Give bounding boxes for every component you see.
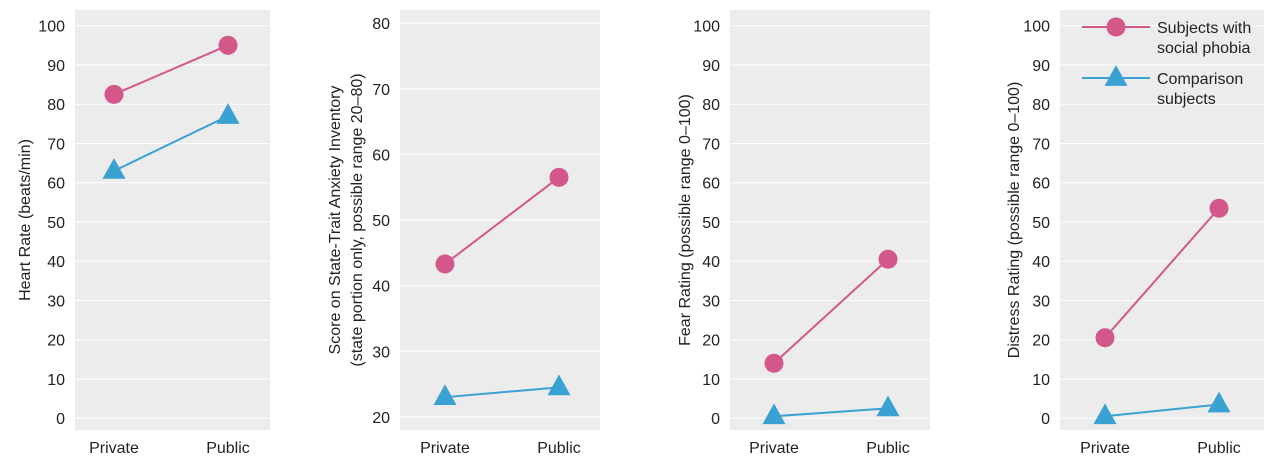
y-tick-label: 60 xyxy=(47,176,65,193)
y-tick-label: 80 xyxy=(47,97,65,114)
y-tick-label: 80 xyxy=(372,16,390,33)
data-point-circle xyxy=(435,254,455,274)
data-point-triangle xyxy=(547,374,571,396)
y-tick-label: 100 xyxy=(38,19,65,36)
data-point-circle xyxy=(878,249,898,269)
y-tick-label: 20 xyxy=(1032,333,1050,350)
y-tick-label: 70 xyxy=(1032,136,1050,153)
y-tick-label: 40 xyxy=(1032,254,1050,271)
legend-marker-triangle xyxy=(1104,65,1128,86)
data-point-circle xyxy=(764,353,784,373)
chart-panel-1: 0 10 20 30 40 50 60 70 80 90 100 Private Public Heart… xyxy=(17,10,270,457)
y-axis-label: (state portion only, possible range 20–8… xyxy=(349,73,366,366)
y-tick-label: 90 xyxy=(702,58,720,75)
legend-label: social phobia xyxy=(1157,40,1251,57)
data-point-triangle xyxy=(102,158,126,179)
x-tick-label: Public xyxy=(206,440,250,457)
legend-marker-circle xyxy=(1106,17,1126,37)
series-line-comparison xyxy=(1104,403,1220,418)
y-axis-label: Heart Rate (beats/min) xyxy=(17,139,34,301)
x-tick-label: Private xyxy=(1080,440,1130,457)
y-tick-label: 70 xyxy=(702,136,720,153)
series-line-comparison xyxy=(444,386,560,399)
data-point-triangle xyxy=(433,384,457,406)
y-tick-label: 50 xyxy=(702,215,720,232)
y-tick-label: 50 xyxy=(1032,215,1050,232)
y-tick-label: 70 xyxy=(372,82,390,99)
data-point-circle xyxy=(104,84,124,104)
y-tick-label: 90 xyxy=(47,58,65,75)
series-line-social_phobia xyxy=(113,44,229,96)
y-tick-label: 0 xyxy=(56,411,65,428)
y-tick-label: 90 xyxy=(1032,58,1050,75)
chart-panel-4: 0 10 20 30 40 50 60 70 80 90 100 Private Public Distr… xyxy=(1006,10,1264,457)
y-tick-label: 40 xyxy=(702,254,720,271)
x-tick-label: Public xyxy=(537,440,581,457)
data-point-circle xyxy=(1095,328,1115,348)
data-point-triangle xyxy=(1207,391,1231,413)
chart-panel-3: 0 10 20 30 40 50 60 70 80 90 100 Private Public Fear … xyxy=(677,10,930,457)
y-tick-label: 10 xyxy=(47,372,65,389)
data-point-circle xyxy=(1209,198,1229,218)
chart-panel-2: 20 30 40 50 60 70 80 Private Public Score on Stat… xyxy=(327,10,600,457)
data-point-triangle xyxy=(762,403,786,425)
data-point-circle xyxy=(549,167,569,187)
plot-area xyxy=(730,10,930,430)
data-point-triangle xyxy=(1093,403,1117,425)
y-tick-label: 20 xyxy=(372,410,390,427)
series-line-social_phobia xyxy=(1104,207,1220,339)
y-tick-label: 50 xyxy=(372,213,390,230)
legend-label: subjects xyxy=(1157,91,1216,108)
y-tick-label: 30 xyxy=(372,344,390,361)
y-tick-label: 30 xyxy=(1032,293,1050,310)
plot-area xyxy=(1060,10,1264,430)
y-tick-label: 100 xyxy=(693,19,720,36)
series-line-social_phobia xyxy=(773,258,889,365)
y-tick-label: 50 xyxy=(47,215,65,232)
y-axis-label: Distress Rating (possible range 0–100) xyxy=(1006,82,1023,359)
y-tick-label: 40 xyxy=(47,254,65,271)
series-line-social_phobia xyxy=(444,176,560,265)
x-tick-label: Private xyxy=(420,440,470,457)
data-point-triangle xyxy=(876,395,900,417)
y-tick-label: 30 xyxy=(702,293,720,310)
y-axis-label: Fear Rating (possible range 0–100) xyxy=(677,94,694,346)
x-tick-label: Private xyxy=(749,440,799,457)
series-line-comparison xyxy=(773,407,889,418)
y-tick-label: 60 xyxy=(702,176,720,193)
series-line-comparison xyxy=(113,115,229,172)
y-tick-label: 60 xyxy=(372,147,390,164)
x-tick-label: Private xyxy=(89,440,139,457)
y-tick-label: 10 xyxy=(702,372,720,389)
y-tick-label: 20 xyxy=(47,333,65,350)
y-tick-label: 60 xyxy=(1032,176,1050,193)
data-point-circle xyxy=(218,35,238,55)
y-tick-label: 0 xyxy=(711,411,720,428)
y-tick-label: 0 xyxy=(1041,411,1050,428)
legend: Subjects with social phobia Comparison subj… xyxy=(1082,17,1251,108)
y-tick-label: 20 xyxy=(702,333,720,350)
legend-label: Comparison xyxy=(1157,71,1243,88)
y-axis-label: Score on State-Trait Anxiety Inventory xyxy=(327,86,344,355)
plot-area xyxy=(75,10,270,430)
legend-label: Subjects with xyxy=(1157,20,1251,37)
x-tick-label: Public xyxy=(1197,440,1241,457)
data-point-triangle xyxy=(216,103,240,124)
y-tick-label: 30 xyxy=(47,293,65,310)
y-tick-label: 80 xyxy=(1032,97,1050,114)
y-tick-label: 100 xyxy=(1023,19,1050,36)
y-tick-label: 10 xyxy=(1032,372,1050,389)
y-tick-label: 80 xyxy=(702,97,720,114)
y-tick-label: 70 xyxy=(47,136,65,153)
x-tick-label: Public xyxy=(866,440,910,457)
y-tick-label: 40 xyxy=(372,279,390,296)
